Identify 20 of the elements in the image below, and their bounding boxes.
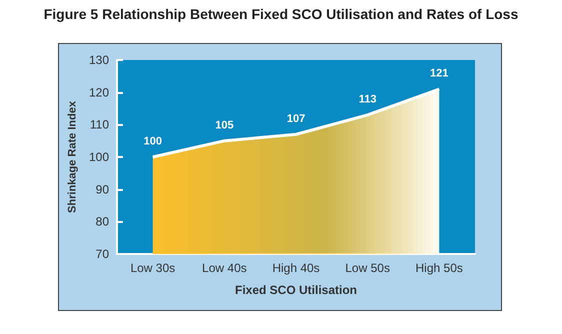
y-axis-title: Shrinkage Rate Index (66, 100, 79, 213)
data-label: 121 (430, 68, 448, 80)
data-label: 105 (215, 119, 234, 132)
data-label: 107 (286, 112, 306, 125)
data-label: 100 (144, 136, 162, 148)
x-tick-label: High 40s (272, 261, 320, 275)
y-tick-label: 70 (96, 247, 110, 261)
chart-title: Figure 5 Relationship Between Fixed SCO Utilisation and Rates of Loss (42, 6, 520, 22)
y-tick-label: 80 (96, 214, 110, 229)
y-tick-label: 100 (88, 150, 110, 164)
x-tick-label: Low 50s (345, 261, 390, 275)
y-tick-label: 110 (90, 118, 110, 132)
y-tick-label: 130 (88, 53, 110, 67)
x-axis-title: Fixed SCO Utilisation (234, 283, 358, 297)
x-tick-label: High 50s (416, 261, 463, 275)
data-label: 113 (358, 93, 376, 106)
y-tick-label: 90 (96, 182, 110, 196)
y-tick-label: 120 (88, 85, 110, 100)
x-tick-label: Low 40s (202, 261, 247, 275)
x-tick-label: Low 30s (130, 261, 176, 275)
